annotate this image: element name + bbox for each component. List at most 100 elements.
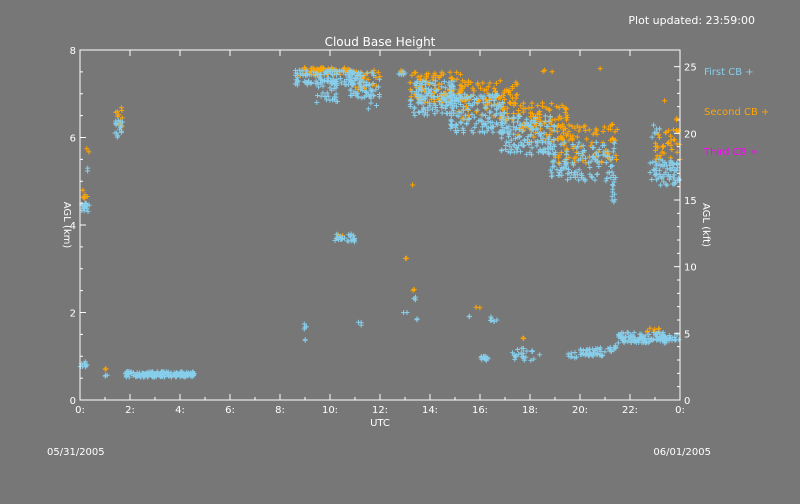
- second-cb-point: [582, 128, 588, 134]
- first-cb-point: [464, 120, 470, 126]
- first-cb-point: [371, 93, 377, 99]
- first-cb-point: [615, 340, 621, 346]
- second-cb-point: [485, 84, 491, 90]
- first-cb-point: [442, 85, 448, 91]
- first-cb-point: [370, 81, 376, 87]
- second-cb-point: [571, 155, 577, 161]
- first-cb-point: [504, 125, 510, 131]
- second-cb-point: [668, 142, 674, 148]
- first-cb-point: [647, 170, 653, 176]
- second-cb-point: [119, 107, 125, 113]
- first-cb-point: [452, 101, 458, 107]
- legend-third-cb-label: Third CB: [703, 147, 747, 158]
- first-cb-point: [402, 70, 408, 76]
- first-cb-point: [132, 372, 138, 378]
- first-cb-point: [331, 94, 337, 100]
- first-cb-point: [353, 93, 359, 99]
- first-cb-point: [510, 350, 516, 356]
- y-tick-label: 6: [70, 134, 76, 145]
- first-cb-point: [559, 172, 565, 178]
- first-cb-point: [423, 90, 429, 96]
- first-cb-point: [466, 115, 472, 121]
- first-cb-point: [482, 105, 488, 111]
- first-cb-point: [191, 370, 197, 376]
- first-cb-point: [537, 352, 543, 358]
- first-cb-point: [610, 189, 616, 195]
- second-cb-point: [302, 65, 308, 71]
- first-cb-point: [564, 177, 570, 183]
- first-cb-point: [465, 106, 471, 112]
- first-cb-point: [418, 82, 424, 88]
- first-cb-point: [550, 146, 556, 152]
- plot-updated-label: Plot updated: 23:59:00: [628, 14, 755, 27]
- first-cb-point: [510, 119, 516, 125]
- first-cb-point: [468, 93, 474, 99]
- first-cb-point: [182, 371, 188, 377]
- legend: First CB + Second CB + Third CB +: [703, 67, 769, 158]
- first-cb-point: [645, 335, 651, 341]
- first-cb-point: [665, 336, 671, 342]
- first-cb-point: [460, 125, 466, 131]
- second-cb-point: [533, 130, 539, 136]
- first-cb-point: [487, 93, 493, 99]
- first-cb-point: [547, 114, 553, 120]
- first-cb-point: [563, 156, 569, 162]
- first-cb-point: [664, 182, 670, 188]
- chart-title: Cloud Base Height: [325, 35, 436, 49]
- first-cb-point: [325, 93, 331, 99]
- second-cb-point: [644, 329, 650, 335]
- second-cb-point: [605, 126, 611, 132]
- first-cb-point: [574, 354, 580, 360]
- first-cb-point: [359, 95, 365, 101]
- second-cb-point: [510, 110, 516, 116]
- first-cb-point: [499, 99, 505, 105]
- first-cb-point: [521, 143, 527, 149]
- second-cb-point: [561, 130, 567, 136]
- first-cb-point: [576, 140, 582, 146]
- first-cb-point: [486, 115, 492, 121]
- second-cb-point: [580, 158, 586, 164]
- first-cb-point: [432, 111, 438, 117]
- second-cb-point: [315, 67, 321, 73]
- first-cb-point: [631, 330, 637, 336]
- second-cb-point: [465, 106, 471, 112]
- first-cb-point: [667, 174, 673, 180]
- first-cb-point: [529, 127, 535, 133]
- first-cb-point: [178, 374, 184, 380]
- first-cb-point: [323, 68, 329, 74]
- first-cb-point: [332, 79, 338, 85]
- first-cb-point: [358, 320, 364, 326]
- first-cb-point: [530, 126, 536, 132]
- second-cb-point: [407, 80, 413, 86]
- second-cb-point: [471, 88, 477, 94]
- first-cb-point: [509, 146, 515, 152]
- first-cb-point: [595, 159, 601, 165]
- first-cb-point: [675, 161, 681, 167]
- first-cb-point: [117, 126, 123, 132]
- first-cb-point: [434, 93, 440, 99]
- first-cb-point: [467, 313, 473, 319]
- first-cb-point: [312, 73, 318, 79]
- first-cb-point: [333, 85, 339, 91]
- first-cb-point: [521, 353, 527, 359]
- first-cb-point: [564, 152, 570, 158]
- first-cb-point: [431, 94, 437, 100]
- first-cb-point: [419, 101, 425, 107]
- second-cb-point: [454, 76, 460, 82]
- first-cb-point: [582, 155, 588, 161]
- first-cb-point: [599, 353, 605, 359]
- first-cb-point: [348, 231, 354, 237]
- first-cb-point: [330, 72, 336, 78]
- second-cb-point: [654, 143, 660, 149]
- first-cb-point: [664, 166, 670, 172]
- first-cb-point: [610, 149, 616, 155]
- first-cb-point: [667, 176, 673, 182]
- first-cb-point: [104, 372, 110, 378]
- first-cb-point: [460, 104, 466, 110]
- first-cb-point: [451, 78, 457, 84]
- second-cb-point: [543, 105, 549, 111]
- second-cb-point: [537, 114, 543, 120]
- second-cb-point: [510, 95, 516, 101]
- first-cb-point: [84, 362, 90, 368]
- first-cb-point: [418, 87, 424, 93]
